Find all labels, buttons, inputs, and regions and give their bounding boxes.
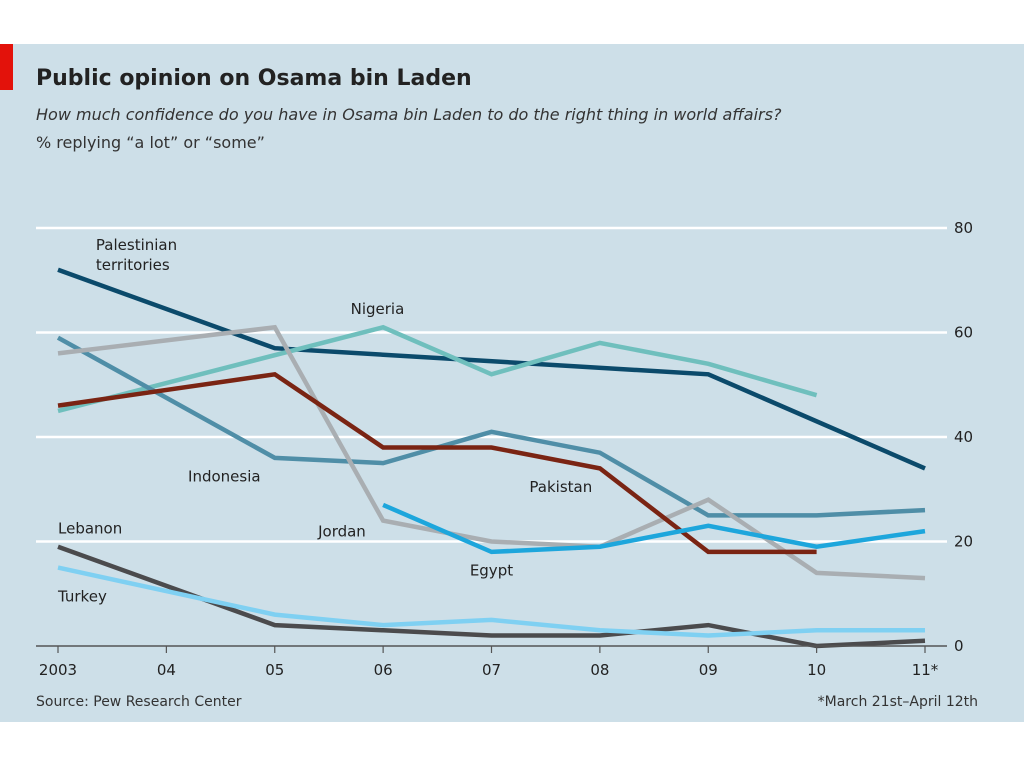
brand-tab — [0, 44, 13, 90]
series-lines — [56, 267, 926, 649]
series-label-jordan: Jordan — [317, 522, 366, 540]
chart-panel: Public opinion on Osama bin Laden How mu… — [0, 44, 1024, 722]
series-line-palestinian-territories — [57, 267, 926, 471]
series-line-egypt — [382, 502, 926, 555]
series-label-palestinian-territories: Palestinian territories — [96, 236, 177, 274]
chart-unit-label: % replying “a lot” or “some” — [36, 133, 265, 152]
line-chart: 0 20 40 60 80 2003 04 05 06 07 08 09 10 11* Palestini… — [36, 219, 973, 679]
series-line-indonesia — [56, 335, 926, 518]
series-line-pakistan — [57, 371, 817, 555]
gridlines — [36, 226, 947, 543]
series-line-turkey — [57, 565, 925, 638]
series-line-jordan — [57, 324, 926, 581]
x-tick-label-09: 09 — [699, 661, 718, 679]
x-tick-label-05: 05 — [265, 661, 284, 679]
x-tick-label-2003: 2003 — [39, 661, 77, 679]
series-label-turkey: Turkey — [57, 588, 107, 606]
series-line-nigeria — [57, 324, 818, 414]
x-tick-label-08: 08 — [590, 661, 609, 679]
y-tick-label-0: 0 — [954, 637, 964, 655]
series-label-indonesia: Indonesia — [188, 467, 261, 485]
chart-title: Public opinion on Osama bin Laden — [36, 66, 472, 91]
series-label-lebanon: Lebanon — [58, 520, 122, 538]
y-tick-label-20: 20 — [954, 533, 973, 551]
series-label-pakistan: Pakistan — [529, 478, 592, 496]
source-note: Source: Pew Research Center — [36, 694, 242, 710]
series-label-egypt: Egypt — [470, 561, 513, 579]
x-tick-label-04: 04 — [157, 661, 176, 679]
x-tick-label-06: 06 — [374, 661, 393, 679]
footnote: *March 21st–April 12th — [817, 694, 978, 710]
series-line-lebanon — [57, 544, 926, 649]
y-tick-label-40: 40 — [954, 428, 973, 446]
series-labels: Palestinian territories Nigeria Indonesia Jo… — [57, 236, 592, 606]
series-label-nigeria: Nigeria — [351, 300, 405, 318]
y-tick-label-80: 80 — [954, 219, 973, 237]
x-tick-label-10: 10 — [807, 661, 826, 679]
x-tick-label-11*: 11* — [912, 661, 939, 679]
y-tick-label-60: 60 — [954, 324, 973, 342]
axes: 0 20 40 60 80 2003 04 05 06 07 08 09 10 11* — [36, 219, 973, 679]
x-tick-label-07: 07 — [482, 661, 501, 679]
chart-subtitle: How much confidence do you have in Osama… — [36, 105, 782, 124]
